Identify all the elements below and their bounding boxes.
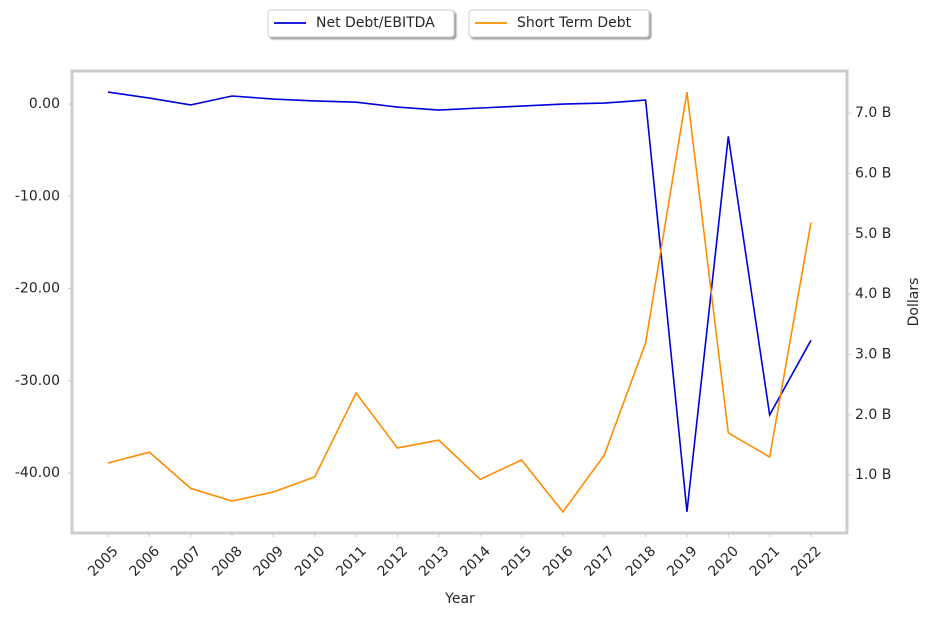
y-tick-label: 0.00 [29, 96, 60, 112]
legend-item: Net Debt/EBITDA [267, 9, 455, 38]
series-line [107, 91, 812, 512]
y2-axis-label: Dollars [906, 278, 922, 327]
legend-label: Short Term Debt [517, 15, 632, 31]
x-tick-label: 2005 [85, 543, 122, 580]
y-tick-label: -40.00 [15, 465, 60, 481]
x-tick-label: 2021 [747, 543, 784, 580]
y2-tick-label: 5.0 B [855, 226, 891, 242]
plot-frame [70, 69, 849, 535]
x-tick-label: 2012 [375, 543, 412, 580]
x-tick-label: 2009 [251, 543, 288, 580]
series-line [107, 91, 812, 514]
x-tick-label: 2019 [664, 543, 701, 580]
y-tick-label: -10.00 [15, 188, 60, 204]
x-tick-label: 2008 [209, 543, 246, 580]
x-tick-label: 2022 [788, 543, 825, 580]
y2-tick-label: 2.0 B [855, 407, 891, 423]
x-tick-label: 2015 [499, 543, 536, 580]
x-axis-label: Year [444, 591, 475, 607]
x-tick-label: 2016 [540, 543, 577, 580]
y2-tick-label: 7.0 B [855, 105, 891, 121]
x-tick-label: 2020 [705, 543, 742, 580]
x-tick-label: 2017 [581, 543, 618, 580]
x-tick-label: 2014 [457, 543, 494, 580]
y-tick-label: -20.00 [15, 281, 60, 297]
x-tick-label: 2011 [333, 543, 370, 580]
legend-box [267, 9, 455, 38]
x-tick-label: 2007 [168, 543, 205, 580]
legend-label: Net Debt/EBITDA [316, 15, 435, 31]
x-tick-label: 2018 [623, 543, 660, 580]
y2-tick-label: 4.0 B [855, 286, 891, 302]
x-tick-label: 2006 [126, 543, 163, 580]
y2-tick-label: 3.0 B [855, 346, 891, 362]
legend-box [468, 9, 650, 38]
x-tick-label: 2010 [292, 543, 329, 580]
x-tick-label: 2013 [416, 543, 453, 580]
y-tick-label: -30.00 [15, 373, 60, 389]
legend-item: Short Term Debt [468, 9, 650, 38]
y2-tick-label: 1.0 B [855, 467, 891, 483]
y2-tick-label: 6.0 B [855, 166, 891, 182]
